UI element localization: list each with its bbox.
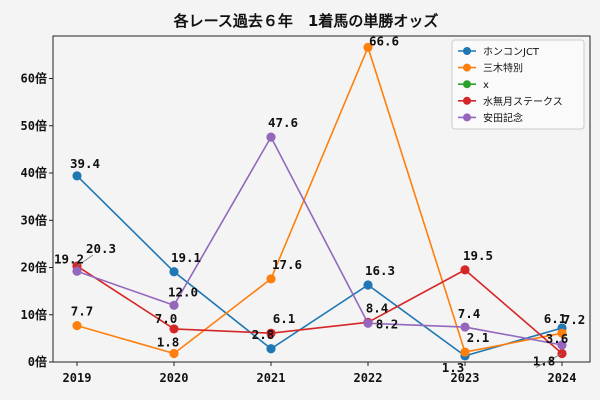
- chart-title: 各レース過去６年 1着馬の単勝オッズ: [173, 12, 439, 30]
- y-tick-label: 30倍: [21, 212, 47, 227]
- series-lines: [72, 42, 567, 361]
- legend-swatch-marker: [463, 80, 471, 89]
- y-tick-label: 0倍: [28, 354, 47, 369]
- x-tick-label: 2021: [257, 371, 286, 385]
- x-tick-label: 2023: [451, 371, 480, 385]
- series-1-point: [363, 42, 373, 52]
- series-0-point: [363, 280, 373, 290]
- series-0-data-label: 2.8: [252, 327, 275, 342]
- series-3-label-leader: [535, 353, 563, 368]
- series-3-data-label: 20.3: [86, 241, 116, 256]
- data-labels: 39.4 19.1 2.8 16.3 1.3 7.2 7.7 1.8 17.6 66.6 2.1 6.…: [54, 33, 585, 375]
- series-1-point: [266, 274, 276, 284]
- y-tick-label: 10倍: [21, 307, 47, 322]
- y-tick-label: 50倍: [21, 118, 47, 133]
- x-tick-label: 2019: [63, 371, 92, 385]
- legend-entry-label: 三木特別: [483, 63, 523, 75]
- legend-swatch-marker: [463, 47, 471, 55]
- y-tick-label: 20倍: [21, 260, 47, 275]
- series-1-data-label: 66.6: [369, 33, 399, 48]
- series-4-point: [72, 266, 82, 276]
- x-tick-label: 2024: [548, 371, 577, 385]
- legend-entry-label: x: [483, 80, 489, 91]
- series-3-data-label: 7.0: [155, 311, 178, 326]
- series-1-line: [76, 45, 563, 355]
- series-0-line: [76, 175, 563, 357]
- series-0-data-label: 7.2: [563, 312, 586, 327]
- series-4-point: [169, 300, 179, 310]
- series-4-point: [460, 322, 470, 332]
- series-4-data-label: 19.2: [54, 251, 84, 266]
- y-tick-label: 60倍: [21, 71, 47, 86]
- series-1-point: [460, 347, 470, 357]
- series-3-point: [266, 328, 276, 338]
- series-0-data-label: 19.1: [171, 250, 201, 265]
- series-3-point: [460, 265, 470, 275]
- series-3-data-label: 1.8: [533, 353, 556, 368]
- series-3-label-leader: [76, 254, 94, 267]
- series-4-point: [266, 132, 276, 142]
- series-0-point: [169, 267, 179, 277]
- series-4-line: [76, 135, 563, 346]
- series-0-point: [266, 344, 276, 354]
- series-4-data-label: 7.4: [458, 306, 481, 321]
- series-4-data-label: 8.2: [376, 316, 399, 331]
- legend-box: [451, 39, 585, 130]
- series-1-point: [169, 348, 179, 359]
- series-4-point: [363, 318, 373, 328]
- series-1-data-label: 1.8: [157, 334, 180, 349]
- series-4-data-label: 47.6: [268, 115, 298, 130]
- series-1-data-label: 2.1: [467, 330, 490, 345]
- series-1-data-label: 7.7: [71, 304, 94, 319]
- legend-entry-label: ホンコンJCT: [483, 46, 540, 58]
- legend-entry-label: 安田記念: [483, 111, 523, 124]
- series-1-data-label: 6.1: [544, 311, 567, 326]
- series-3-data-label: 6.1: [273, 311, 296, 326]
- series-4-data-label: 12.0: [168, 284, 198, 299]
- series-1-data-label: 17.6: [272, 257, 302, 272]
- legend-swatch-marker: [463, 96, 471, 105]
- series-1-point: [72, 321, 82, 331]
- series-0-point: [72, 171, 82, 181]
- x-tick-label: 2020: [160, 371, 189, 385]
- series-3-line: [76, 265, 563, 355]
- series-0-data-label: 16.3: [365, 263, 395, 278]
- series-0-data-label: 1.3: [442, 360, 465, 375]
- series-1-point: [557, 328, 567, 338]
- legend-swatch-marker: [463, 63, 471, 72]
- y-tick-label: 40倍: [21, 165, 47, 180]
- series-3-data-label: 8.4: [366, 300, 389, 315]
- series-4-point: [557, 340, 567, 350]
- series-4-data-label: 3.6: [546, 331, 569, 346]
- legend-entry-label: 水無月ステークス: [483, 95, 563, 108]
- legend-swatch-marker: [463, 113, 471, 122]
- x-tick-label: 2022: [354, 371, 383, 385]
- series-0-data-label: 39.4: [70, 156, 100, 171]
- series-3-point: [169, 324, 179, 334]
- series-3-data-label: 19.5: [463, 248, 493, 263]
